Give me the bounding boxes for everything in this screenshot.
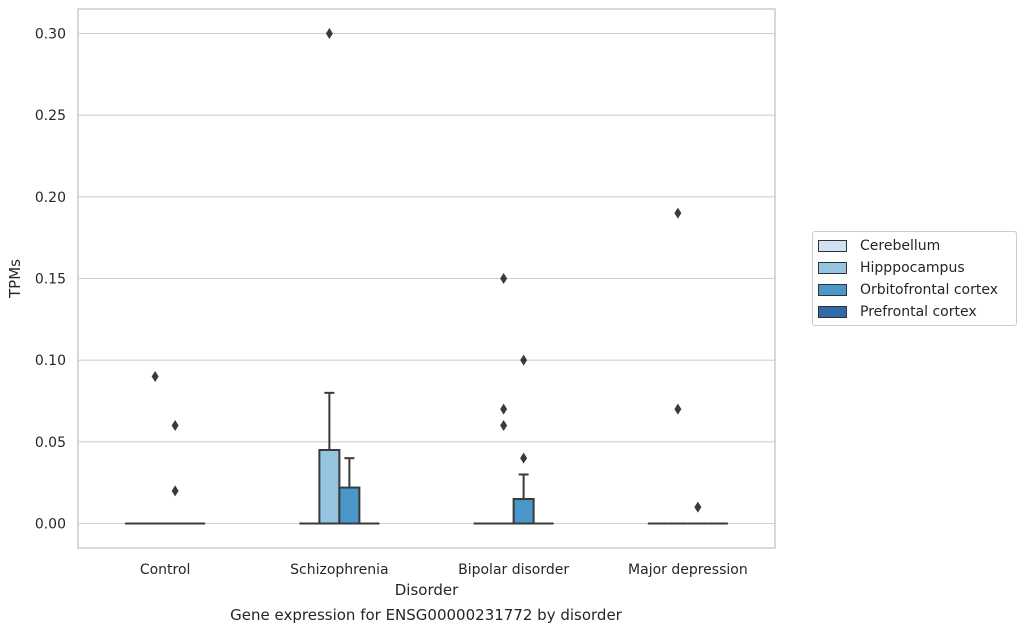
legend-swatch-hipppocampus [818, 262, 847, 274]
y-tick-label: 0.25 [35, 108, 66, 124]
x-axis-label: Disorder [395, 581, 459, 599]
outlier-point [500, 403, 508, 415]
x-tick-label: Control [140, 562, 191, 578]
box-group [512, 354, 535, 525]
box-group [338, 457, 361, 525]
y-tick-label: 0.30 [35, 27, 66, 43]
y-tick-label: 0.00 [35, 517, 66, 533]
outlier-point [171, 420, 179, 431]
box-group [145, 371, 166, 525]
box-group [667, 207, 688, 525]
outlier-point [500, 273, 508, 284]
outlier-point [694, 501, 702, 513]
y-axis-label: TPMs [6, 259, 24, 299]
outlier-point [171, 485, 179, 497]
legend-swatch-prefrontal-cortex [818, 306, 847, 318]
outlier-point [674, 403, 682, 415]
box-body [338, 486, 361, 525]
chart-caption: Gene expression for ENSG00000231772 by d… [230, 606, 622, 624]
legend-label-prefrontal-cortex: Prefrontal cortex [860, 304, 977, 320]
legend-label-orbitofrontal-cortex: Orbitofrontal cortex [860, 282, 998, 298]
box-body [318, 449, 341, 525]
legend-swatch-cerebellum [818, 240, 847, 252]
x-tick-label: Bipolar disorder [458, 562, 569, 578]
outlier-point [520, 452, 528, 464]
y-tick-label: 0.20 [35, 190, 66, 206]
x-tick-label: Major depression [628, 562, 748, 578]
box-group [493, 273, 514, 525]
legend-item-prefrontal-cortex: Prefrontal cortex [818, 303, 977, 321]
outlier-point [674, 207, 682, 219]
legend-label-hipppocampus: Hipppocampus [860, 260, 965, 276]
y-tick-label: 0.10 [35, 353, 66, 369]
legend-swatch-orbitofrontal-cortex [818, 284, 847, 296]
legend-label-cerebellum: Cerebellum [860, 238, 941, 254]
outlier-point [325, 28, 333, 39]
y-tick-label: 0.05 [35, 435, 66, 451]
legend-item-cerebellum: Cerebellum [818, 237, 940, 255]
outlier-point [151, 371, 159, 382]
box-group [318, 28, 341, 525]
plot-frame [77, 8, 776, 549]
legend: Cerebellum Hipppocampus Orbitofrontal co… [812, 231, 1017, 326]
legend-item-orbitofrontal-cortex: Orbitofrontal cortex [818, 281, 998, 299]
outlier-point [520, 354, 528, 366]
outlier-point [500, 420, 508, 431]
legend-item-hipppocampus: Hipppocampus [818, 259, 965, 277]
box-group [165, 420, 186, 525]
y-tick-label: 0.15 [35, 272, 66, 288]
box-group [687, 501, 708, 525]
x-tick-label: Schizophrenia [290, 562, 388, 578]
box-body [512, 498, 535, 525]
